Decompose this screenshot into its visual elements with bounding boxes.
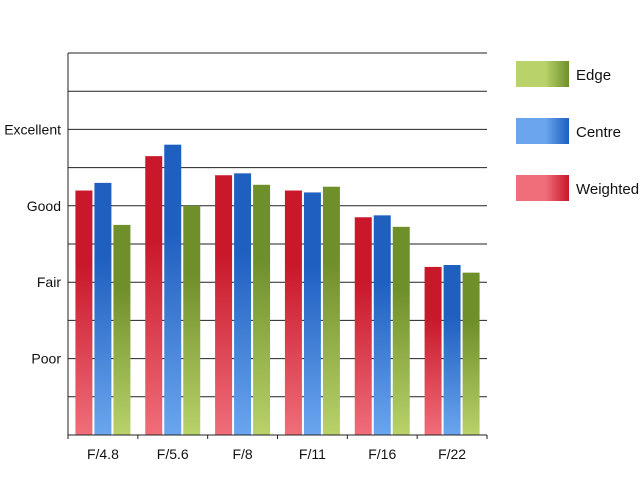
bar-centre-f-5-6 [164, 144, 182, 435]
legend: Edge Centre Weighted [516, 61, 639, 201]
x-tick-label: F/16 [368, 446, 396, 462]
bar-edge-f-8 [253, 184, 271, 435]
x-tick-label: F/5.6 [157, 446, 189, 462]
bar-edge-f-5-6 [183, 205, 201, 435]
bar-weighted-f-11 [284, 190, 302, 435]
bar-centre-f-11 [303, 192, 321, 435]
bar-centre-f-16 [373, 215, 391, 435]
bar-edge-f-4-8 [113, 224, 131, 435]
legend-item-weighted: Weighted [516, 175, 639, 201]
y-tick-label: Poor [31, 351, 61, 367]
legend-label: Centre [576, 124, 621, 141]
bar-weighted-f-5-6 [145, 156, 163, 435]
bar-centre-f-4-8 [94, 182, 112, 435]
labels: F/4.8 F/5.6 F/8 F/11 F/16 F/22 Poor Fair Good Exc… [4, 121, 466, 462]
bar-centre-f-22 [443, 265, 461, 435]
bar-edge-f-22 [462, 272, 480, 435]
bar-centre-f-8 [234, 173, 252, 435]
bar-edge-f-11 [322, 186, 340, 435]
legend-swatch [516, 175, 569, 201]
bar-edge-f-16 [392, 226, 410, 435]
bar-weighted-f-8 [215, 175, 233, 436]
legend-item-centre: Centre [516, 118, 621, 144]
legend-item-edge: Edge [516, 61, 611, 87]
x-tick-label: F/8 [232, 446, 252, 462]
y-tick-label: Fair [37, 274, 61, 290]
legend-label: Edge [576, 67, 611, 84]
y-tick-label: Excellent [4, 121, 61, 137]
bar-weighted-f-22 [424, 266, 442, 435]
bar-weighted-f-4-8 [75, 190, 93, 435]
grid [68, 52, 487, 398]
x-tick-label: F/22 [438, 446, 466, 462]
legend-label: Weighted [576, 181, 639, 198]
x-tick-label: F/4.8 [87, 446, 119, 462]
bar-weighted-f-16 [354, 217, 372, 435]
bars [75, 144, 480, 436]
y-tick-label: Good [27, 198, 61, 214]
x-tick-label: F/11 [299, 446, 326, 462]
legend-swatch [516, 118, 569, 144]
legend-swatch [516, 61, 569, 87]
axes [67, 53, 488, 439]
